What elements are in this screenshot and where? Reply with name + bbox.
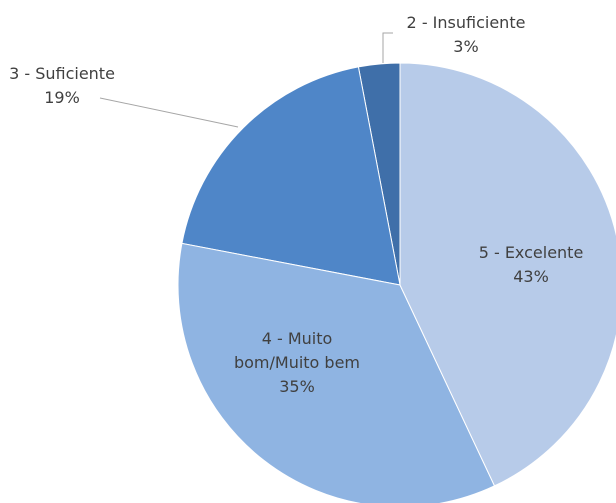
category-label: 5 - Excelente [478, 243, 584, 262]
category-label: 4 - Muito bom/Muito bem [233, 329, 361, 372]
pie-slice [399, 62, 616, 487]
pie-slice [177, 242, 496, 503]
value-label: 35% [279, 377, 315, 396]
slice-label: 3 - Suficiente 19% [0, 62, 142, 110]
value-label: 3% [453, 37, 479, 56]
value-label: 19% [44, 88, 80, 107]
value-label: 43% [513, 267, 549, 286]
pie-slice [181, 66, 401, 286]
slice-label: 5 - Excelente 43% [461, 241, 601, 289]
category-label: 3 - Suficiente [9, 64, 115, 83]
category-label: 2 - Insuficiente [406, 13, 526, 32]
slice-label: 2 - Insuficiente 3% [381, 11, 551, 59]
leader-line [382, 32, 393, 63]
leader-line [99, 97, 239, 128]
slice-label: 4 - Muito bom/Muito bem 35% [222, 327, 372, 399]
